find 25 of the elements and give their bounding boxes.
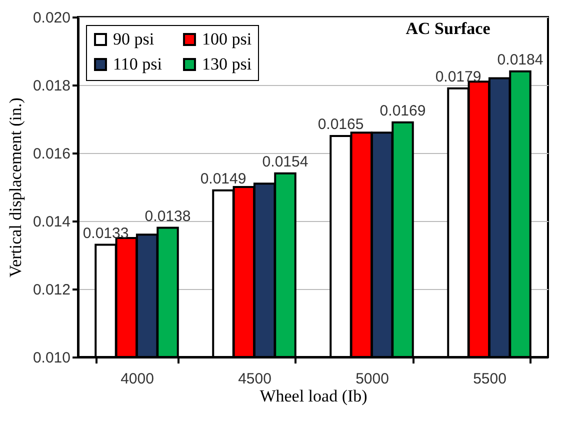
y-axis-title: Vertical displacement (in.) [6,98,25,278]
legend-label: 130 psi [202,54,252,74]
x-axis-title: Wheel load (Ib) [260,386,368,406]
legend-label: 110 psi [113,54,162,74]
x-tick-label: 5000 [356,370,389,388]
data-label: 0.0184 [497,51,544,68]
y-tick-label: 0.010 [32,350,70,366]
y-tick-label: 0.020 [32,10,70,26]
x-tick-label: 4500 [238,370,272,388]
x-tick-label: 5500 [473,370,506,388]
y-tick-label: 0.014 [32,214,70,230]
data-label: 0.0138 [144,208,191,225]
y-tick-label: 0.018 [32,78,70,94]
data-label: 0.0165 [318,116,364,133]
x-tick-label: 4000 [120,370,154,388]
data-label: 0.0133 [82,224,129,242]
data-label: 0.0169 [380,102,426,120]
data-label: 0.0154 [262,153,308,170]
y-tick-label: 0.012 [32,282,70,298]
y-tick-label: 0.016 [32,146,70,162]
data-label: 0.0179 [435,68,482,86]
chart-title: AC Surface [406,19,491,38]
legend-label: 100 psi [202,30,252,49]
data-label: 0.0149 [200,170,246,188]
legend-label: 90 psi [113,30,154,49]
